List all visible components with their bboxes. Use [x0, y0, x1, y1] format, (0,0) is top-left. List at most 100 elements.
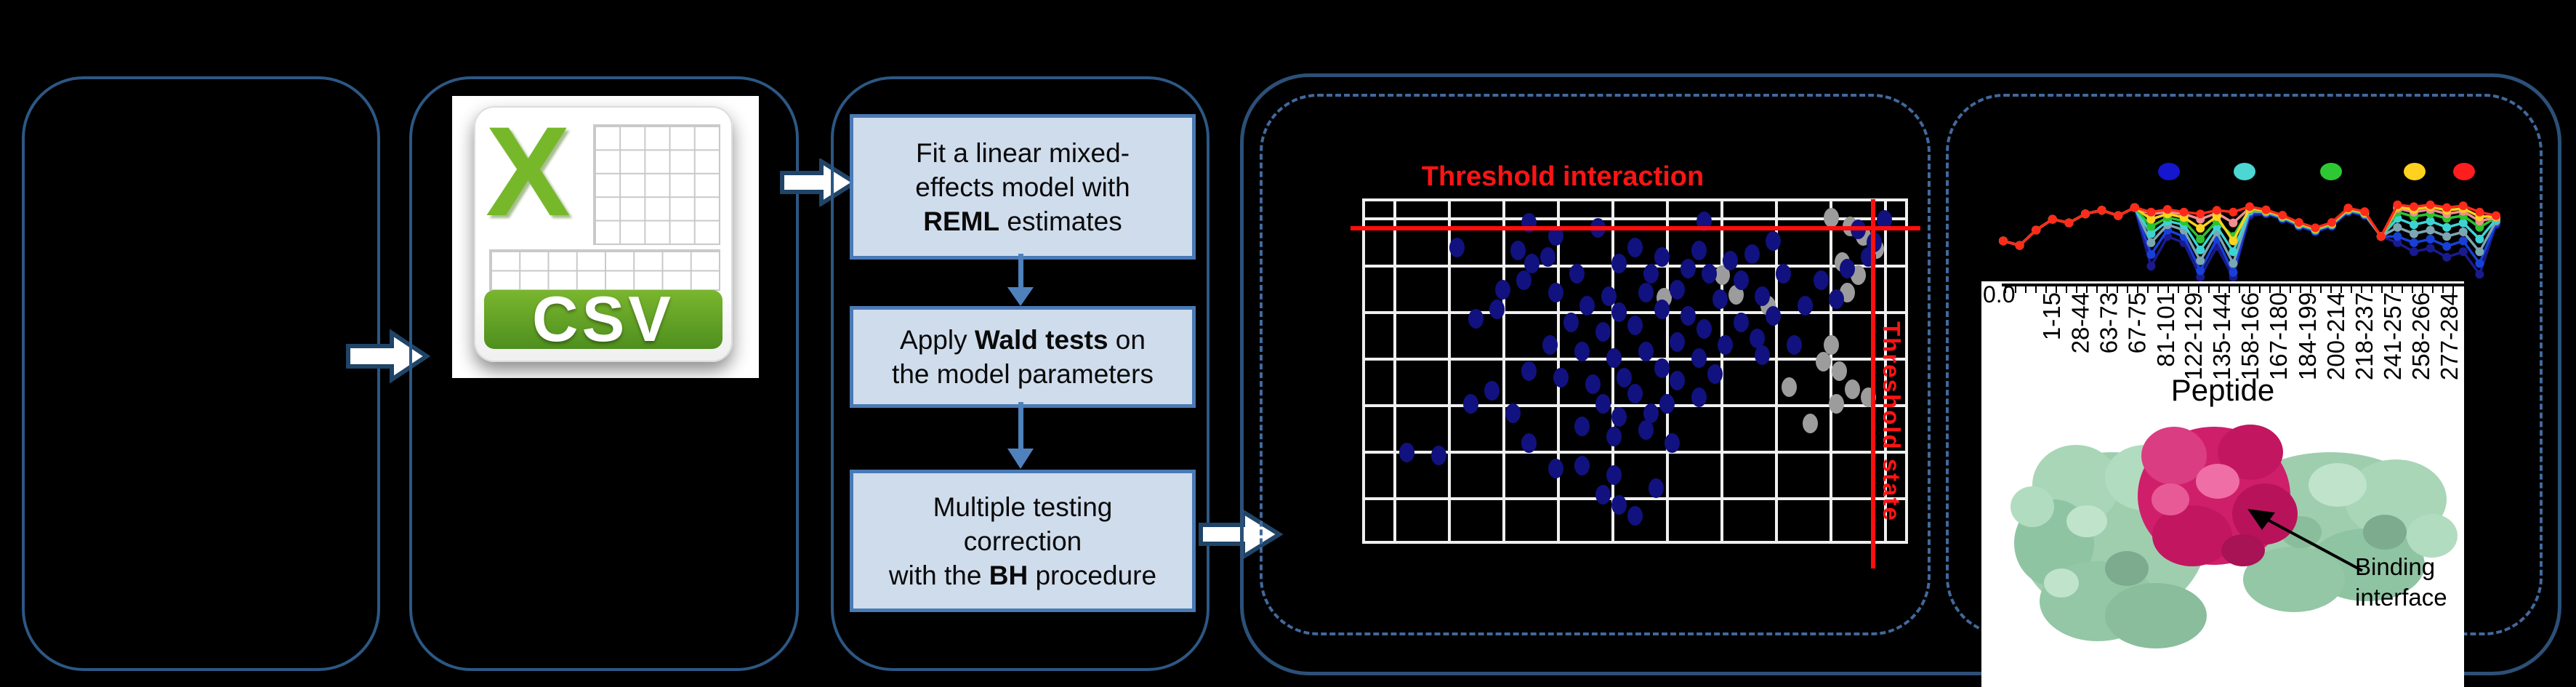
series-marker-blue: [2146, 250, 2156, 259]
scatter-point-blue: [1617, 367, 1633, 387]
scatter-point-blue: [1659, 393, 1675, 414]
step-line: effects model with: [915, 172, 1130, 202]
threshold-interaction-line: [1351, 226, 1920, 230]
scatter-point-blue: [1399, 443, 1415, 462]
down-arrow-icon: [1007, 254, 1034, 306]
axis-tick: [2310, 286, 2311, 293]
step-line: REML estimates: [923, 206, 1122, 236]
scatter-point-blue: [1595, 393, 1611, 414]
axis-tick: [2117, 286, 2118, 293]
series-marker-red: [2393, 200, 2402, 209]
x-tick-label: 122-129: [2180, 292, 2207, 381]
scatter-point-blue: [1765, 305, 1781, 326]
series-marker-red: [2130, 203, 2139, 212]
series-marker-navy: [2146, 262, 2156, 271]
scatter-point-blue: [1691, 241, 1707, 261]
scatter-point-blue: [1797, 296, 1813, 316]
axis-tick: [2452, 286, 2454, 293]
scatter-point-blue: [1611, 254, 1627, 274]
axis-tick: [2351, 286, 2352, 293]
scatter-point-blue: [1449, 237, 1465, 257]
axis-tick: [2147, 286, 2149, 293]
series-marker-red: [2146, 207, 2156, 217]
axis-tick: [2371, 286, 2372, 293]
scatter-point-gray: [1824, 335, 1840, 355]
series-marker-cyan: [2229, 247, 2238, 257]
x-tick-label: 158-166: [2237, 292, 2264, 381]
step-line: Multiple testing: [933, 491, 1113, 522]
scatter-point-blue: [1813, 270, 1829, 290]
scatter-point-gray: [1845, 379, 1861, 399]
scatter-point-blue: [1521, 433, 1537, 453]
axis-tick: [2168, 286, 2169, 293]
panel-input-placeholder: [22, 76, 380, 671]
axis-tick: [2127, 286, 2128, 293]
series-marker-red: [2048, 214, 2057, 224]
legend-dot: [2158, 163, 2180, 180]
series-marker-red: [2196, 209, 2205, 219]
scatter-point-blue: [1654, 247, 1670, 268]
series-marker-salmon: [2229, 218, 2238, 228]
series-marker-blue: [2229, 268, 2238, 277]
axis-tick: [2137, 286, 2138, 293]
scatter-point-blue: [1516, 270, 1531, 290]
scatter-point-blue: [1574, 342, 1590, 362]
gridline-v: [1775, 198, 1778, 544]
step-line: correction: [963, 526, 1082, 556]
axis-tick: [2218, 286, 2220, 293]
gridline-h: [1362, 198, 1908, 201]
scatter-point-blue: [1505, 403, 1521, 424]
series-marker-green: [2146, 222, 2156, 231]
series-marker-navy: [2475, 270, 2484, 279]
scatter-point-gray: [1816, 351, 1832, 371]
axis-tick: [2106, 286, 2108, 293]
series-marker-cyan: [2426, 217, 2435, 226]
series-marker-red: [2097, 206, 2106, 215]
scatter-point-blue: [1484, 380, 1500, 401]
gridline-h: [1362, 404, 1908, 407]
scatter-point-blue: [1595, 485, 1611, 505]
scatter-point-blue: [1776, 263, 1792, 284]
scatter-point-gray: [1781, 377, 1797, 398]
x-tick-label: 28-44: [2066, 292, 2094, 354]
scatter-point-blue: [1723, 250, 1739, 270]
series-marker-blue: [2458, 236, 2468, 246]
scatter-point-blue: [1611, 494, 1627, 515]
series-marker-red: [2212, 206, 2221, 215]
axis-tick: [2290, 286, 2291, 293]
x-axis-line: [2002, 284, 2464, 286]
scatter-point-blue: [1468, 309, 1484, 329]
axis-tick: [2086, 286, 2088, 293]
axis-tick: [2340, 286, 2342, 293]
csv-file-icon: X CSV: [474, 101, 733, 362]
scatter-point-blue: [1765, 230, 1781, 251]
axis-tick: [2249, 286, 2250, 293]
series-marker-navy: [2393, 238, 2402, 247]
series-marker-red: [2410, 202, 2418, 212]
scatter-point-gray: [1829, 393, 1845, 414]
scatter-point-blue: [1430, 446, 1446, 466]
x-tick-label: 63-73: [2095, 292, 2122, 354]
scatter-point-blue: [1840, 258, 1855, 278]
x-tick-label: 81-101: [2152, 292, 2179, 367]
x-tick-label: 277-284: [2435, 292, 2463, 381]
series-marker-blue: [2196, 266, 2205, 276]
scatter-point-blue: [1643, 403, 1659, 424]
y-axis-tick-label: 0.0: [1983, 281, 2016, 308]
step-line: with the BH procedure: [888, 560, 1157, 590]
axis-tick: [2005, 286, 2006, 293]
series-marker-steel: [2458, 228, 2468, 236]
scatter-point-blue: [1489, 299, 1505, 319]
scatter-point-blue: [1547, 283, 1563, 303]
scatter-point-blue: [1787, 335, 1802, 355]
axis-tick: [2432, 286, 2434, 293]
scatter-point-blue: [1691, 387, 1707, 407]
axis-tick: [2412, 286, 2413, 293]
series-marker-green: [2475, 222, 2484, 232]
series-marker-navy: [2196, 273, 2205, 281]
axis-tick: [2320, 286, 2322, 293]
series-marker-red: [2278, 211, 2287, 220]
axis-tick: [2402, 286, 2403, 293]
axis-tick: [2066, 286, 2067, 293]
